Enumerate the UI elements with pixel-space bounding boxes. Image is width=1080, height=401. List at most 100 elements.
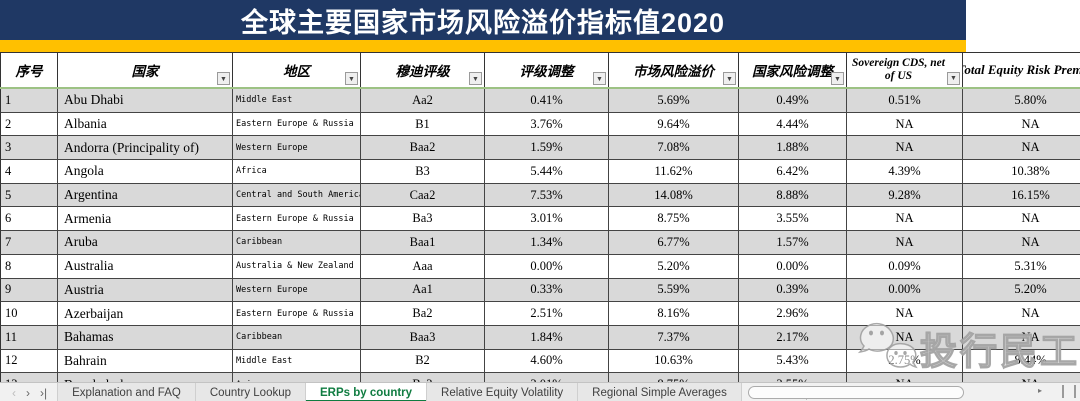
table-cell[interactable]: Aaa [360, 254, 484, 279]
table-cell[interactable]: Aruba [57, 231, 232, 255]
filter-dropdown-icon[interactable]: ▼ [217, 72, 230, 85]
prev-sheet-icon[interactable]: ‹ [12, 385, 16, 400]
table-cell[interactable]: 5 [0, 183, 57, 208]
sheet-tab-relative-equity-volatility[interactable]: Relative Equity Volatility [427, 383, 579, 401]
table-cell[interactable]: Eastern Europe & Russia [232, 207, 360, 232]
next-sheet-icon[interactable]: › [26, 385, 30, 400]
table-cell[interactable]: 7.37% [608, 325, 738, 350]
table-cell[interactable]: Baa2 [360, 136, 484, 161]
table-cell[interactable]: Western Europe [232, 278, 360, 303]
table-cell[interactable]: NA [962, 112, 1080, 137]
filter-dropdown-icon[interactable]: ▼ [947, 72, 960, 85]
table-cell[interactable]: Central and South America [232, 183, 360, 208]
table-cell[interactable]: NA [846, 325, 962, 350]
table-cell[interactable]: 16.15% [962, 183, 1080, 208]
filter-dropdown-icon[interactable]: ▼ [345, 72, 358, 85]
table-cell[interactable]: 2.51% [484, 302, 608, 326]
table-cell[interactable]: 5.80% [962, 89, 1080, 113]
table-cell[interactable]: Bahrain [57, 349, 232, 374]
table-cell[interactable]: 3 [0, 136, 57, 161]
table-cell[interactable]: 4 [0, 160, 57, 184]
table-cell[interactable]: Aa2 [360, 89, 484, 113]
sheet-tab-country-lookup[interactable]: Country Lookup [195, 383, 307, 401]
filter-dropdown-icon[interactable]: ▼ [469, 72, 482, 85]
table-cell[interactable]: Ba3 [360, 373, 484, 383]
table-cell[interactable]: Baa1 [360, 231, 484, 255]
table-cell[interactable]: Middle East [232, 89, 360, 113]
table-cell[interactable]: B1 [360, 112, 484, 137]
table-cell[interactable]: Austria [57, 278, 232, 303]
table-cell[interactable]: 9.28% [846, 183, 962, 208]
table-cell[interactable]: NA [962, 302, 1080, 326]
sheet-tab-regional-simple-averages[interactable]: Regional Simple Averages [578, 383, 742, 401]
table-cell[interactable]: Caribbean [232, 231, 360, 255]
last-sheet-icon[interactable]: ›| [40, 385, 48, 400]
sheet-tab-explanation-and-faq[interactable]: Explanation and FAQ [57, 383, 196, 401]
table-cell[interactable]: NA [962, 231, 1080, 255]
table-cell[interactable]: 11 [0, 325, 57, 350]
table-cell[interactable]: 3.01% [484, 207, 608, 232]
table-cell[interactable]: 14.08% [608, 183, 738, 208]
table-cell[interactable]: NA [962, 373, 1080, 383]
table-cell[interactable]: 8.75% [608, 207, 738, 232]
table-cell[interactable]: 5.31% [962, 254, 1080, 279]
table-cell[interactable]: Azerbaijan [57, 302, 232, 326]
table-cell[interactable]: Western Europe [232, 136, 360, 161]
table-cell[interactable]: 10 [0, 302, 57, 326]
table-cell[interactable]: 8.44% [962, 349, 1080, 374]
table-cell[interactable]: Asia [232, 373, 360, 383]
table-cell[interactable]: 9.64% [608, 112, 738, 137]
hscroll-right-icon[interactable]: ▸ [1038, 386, 1043, 395]
table-cell[interactable]: 7.08% [608, 136, 738, 161]
table-cell[interactable]: 10.63% [608, 349, 738, 374]
table-cell[interactable]: 5.59% [608, 278, 738, 303]
table-cell[interactable]: Ba3 [360, 207, 484, 232]
table-cell[interactable]: Angola [57, 160, 232, 184]
table-cell[interactable]: Armenia [57, 207, 232, 232]
table-cell[interactable]: NA [962, 207, 1080, 232]
table-cell[interactable]: 0.39% [738, 278, 846, 303]
hscrollbar-thumb[interactable] [748, 386, 964, 399]
table-cell[interactable]: Abu Dhabi [57, 89, 232, 113]
table-cell[interactable]: 10.38% [962, 160, 1080, 184]
table-cell[interactable]: Argentina [57, 183, 232, 208]
table-cell[interactable]: Caa2 [360, 183, 484, 208]
table-cell[interactable]: 7 [0, 231, 57, 255]
table-cell[interactable]: NA [846, 136, 962, 161]
table-cell[interactable]: Middle East [232, 349, 360, 374]
table-cell[interactable]: 0.41% [484, 89, 608, 113]
table-cell[interactable]: 1.59% [484, 136, 608, 161]
table-cell[interactable]: 2.75% [846, 349, 962, 374]
table-cell[interactable]: 0.49% [738, 89, 846, 113]
sheet-tab-erps-by-country[interactable]: ERPs by country [306, 383, 428, 401]
table-cell[interactable]: 6.42% [738, 160, 846, 184]
table-cell[interactable]: 1.57% [738, 231, 846, 255]
table-cell[interactable]: Bangladesh [57, 373, 232, 383]
table-cell[interactable]: Australia [57, 254, 232, 279]
filter-dropdown-icon[interactable]: ▼ [593, 72, 606, 85]
table-cell[interactable]: 2.17% [738, 325, 846, 350]
table-cell[interactable]: 4.60% [484, 349, 608, 374]
table-cell[interactable]: Bahamas [57, 325, 232, 350]
table-cell[interactable]: 4.44% [738, 112, 846, 137]
table-cell[interactable]: Andorra (Principality of) [57, 136, 232, 161]
table-cell[interactable]: 12 [0, 349, 57, 374]
table-cell[interactable]: 4.39% [846, 160, 962, 184]
table-cell[interactable]: NA [962, 136, 1080, 161]
table-cell[interactable]: Baa3 [360, 325, 484, 350]
table-cell[interactable]: 5.20% [608, 254, 738, 279]
table-cell[interactable]: Aa1 [360, 278, 484, 303]
table-cell[interactable]: Ba2 [360, 302, 484, 326]
table-cell[interactable]: Albania [57, 112, 232, 137]
table-cell[interactable]: 1 [0, 89, 57, 113]
table-cell[interactable]: B3 [360, 160, 484, 184]
table-cell[interactable]: 0.09% [846, 254, 962, 279]
table-cell[interactable]: 2 [0, 112, 57, 137]
table-cell[interactable]: 8.88% [738, 183, 846, 208]
table-cell[interactable]: 5.44% [484, 160, 608, 184]
table-cell[interactable]: 2.96% [738, 302, 846, 326]
tabbar-split-handle[interactable] [1062, 385, 1076, 398]
table-cell[interactable]: 0.33% [484, 278, 608, 303]
table-cell[interactable]: NA [846, 112, 962, 137]
table-cell[interactable]: 0.00% [738, 254, 846, 279]
